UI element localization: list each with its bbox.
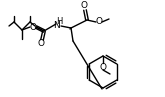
Text: N: N — [54, 22, 60, 30]
Text: O: O — [99, 62, 106, 71]
Text: H: H — [56, 17, 62, 26]
Text: O: O — [81, 1, 87, 10]
Text: O: O — [30, 23, 36, 32]
Text: O: O — [37, 39, 45, 48]
Text: O: O — [96, 17, 102, 26]
